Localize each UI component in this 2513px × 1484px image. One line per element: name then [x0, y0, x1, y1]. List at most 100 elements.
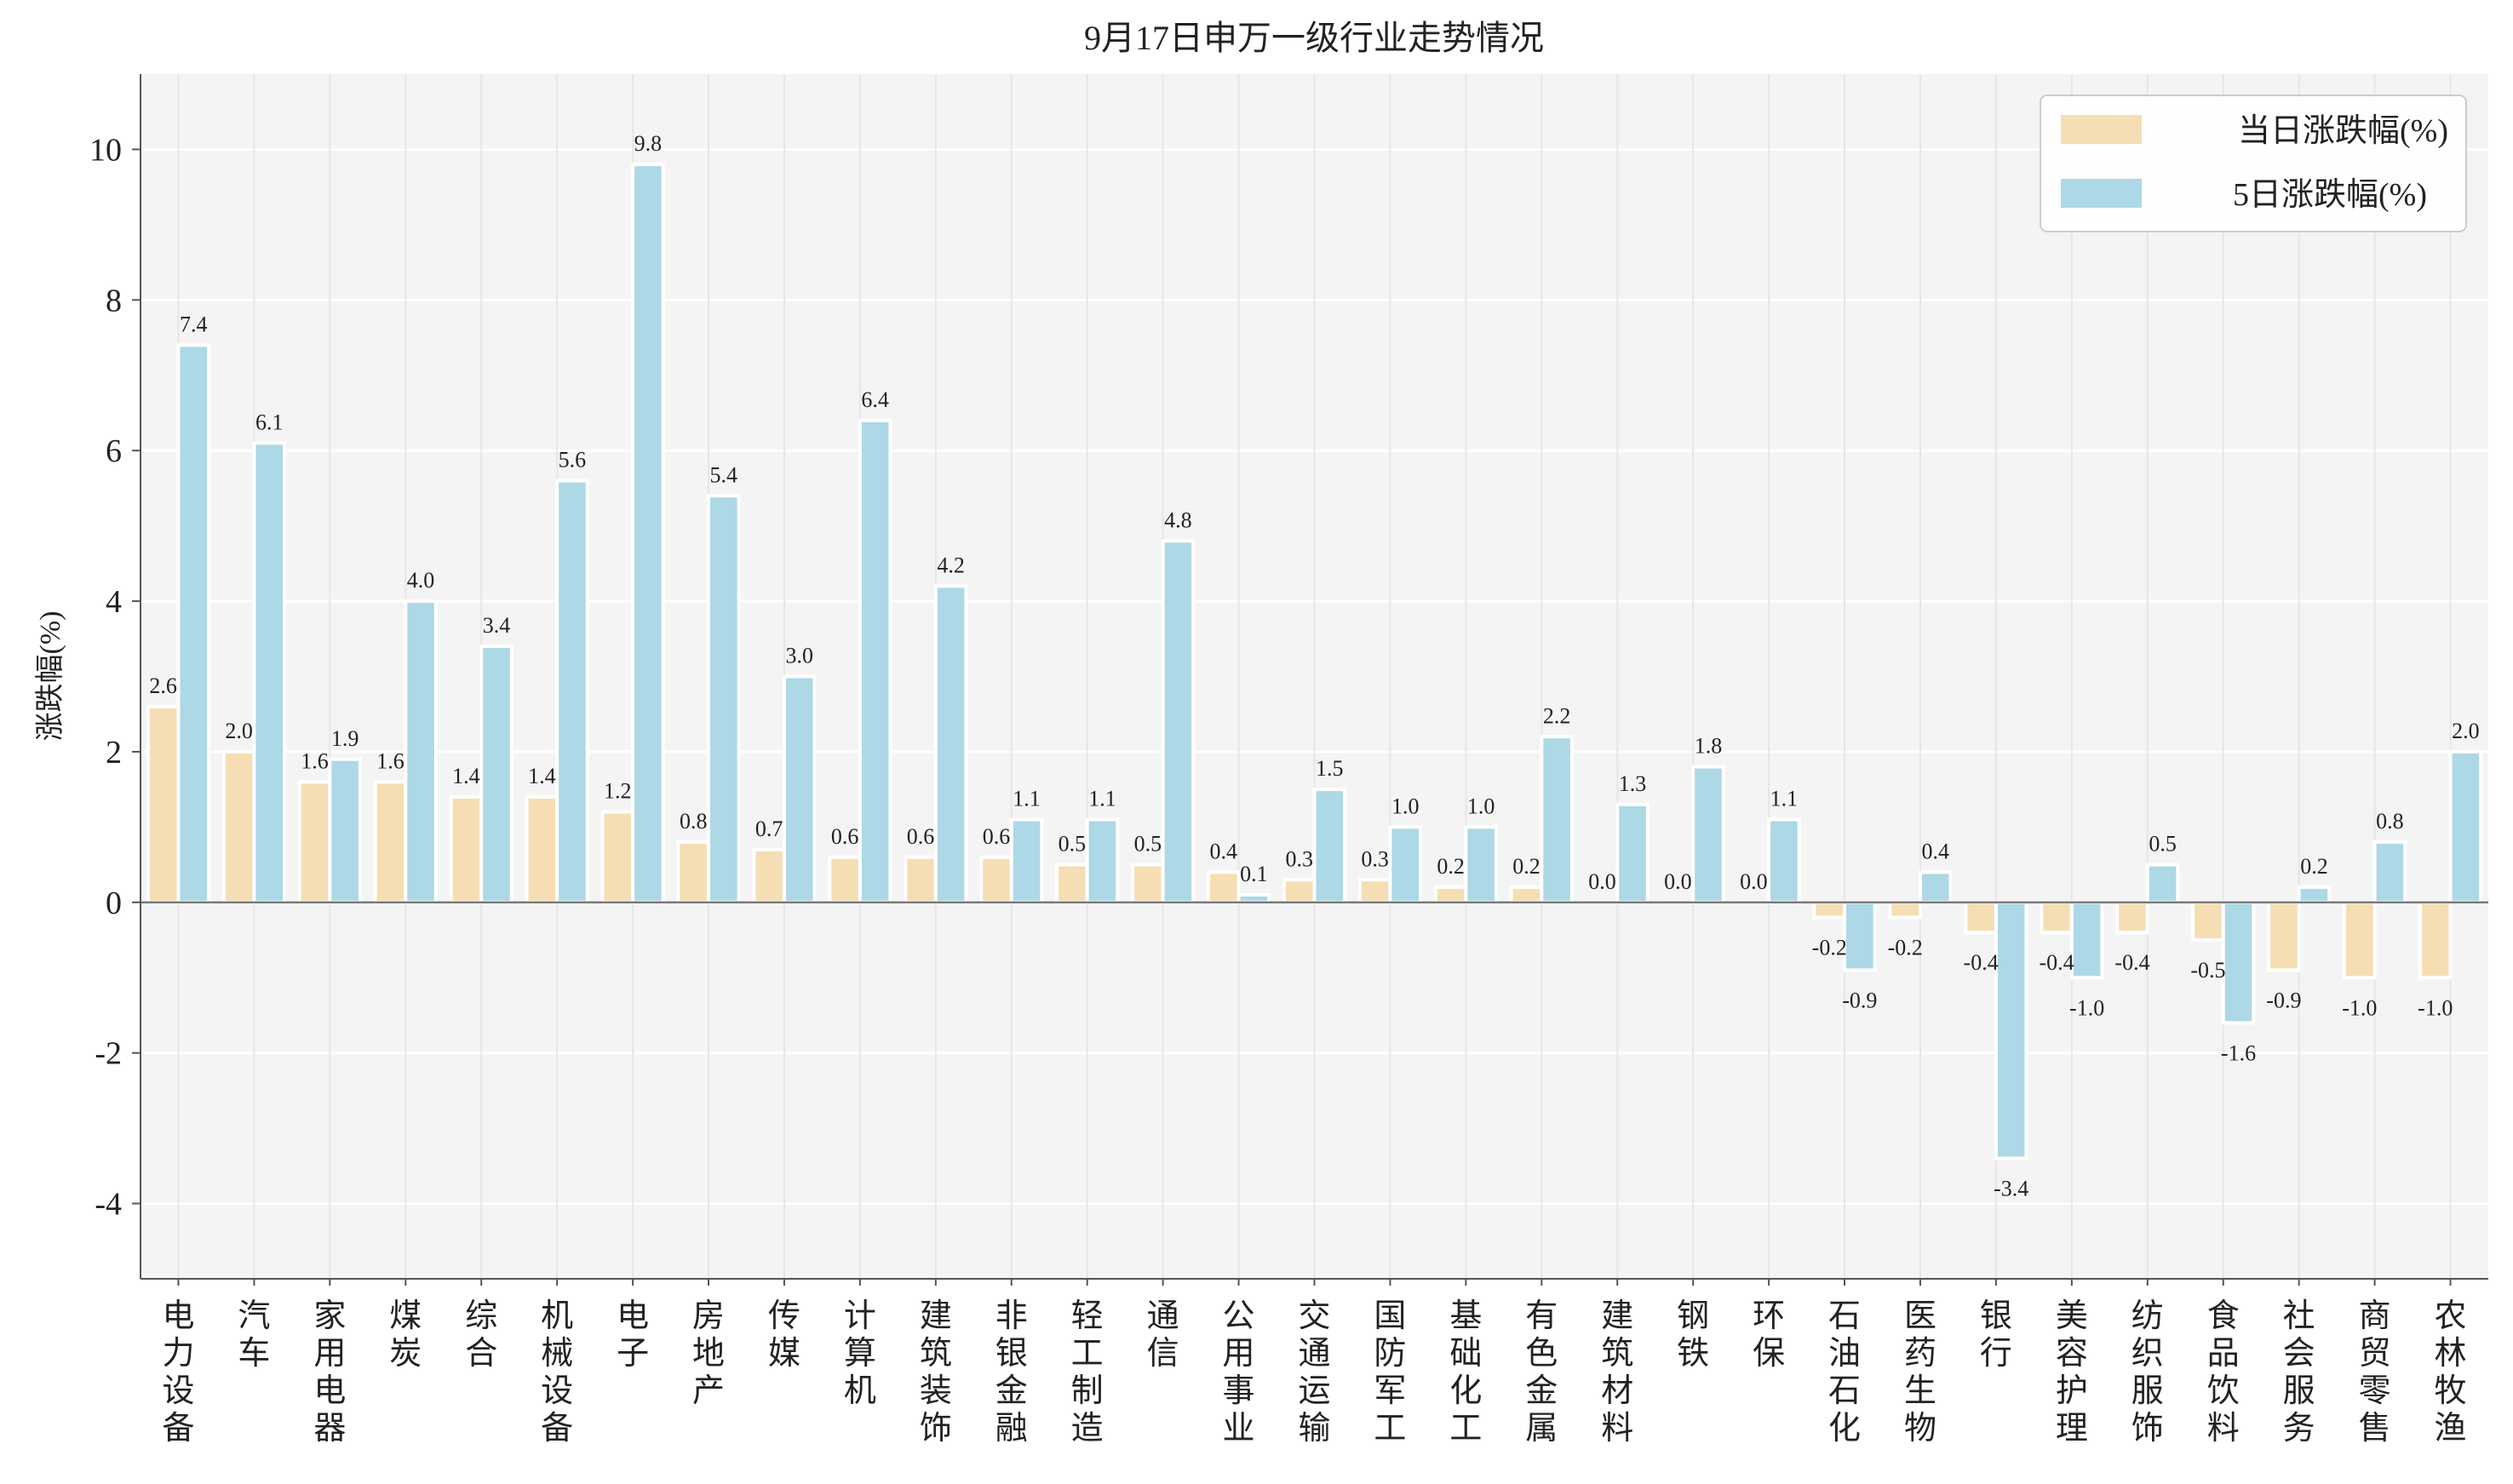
x-tick-label: 械: [541, 1336, 573, 1372]
x-tick-label: 钢: [1677, 1298, 1709, 1334]
x-tick-label: 电: [617, 1298, 649, 1334]
data-label-day: 2.6: [149, 673, 177, 698]
bar-5day: [1236, 892, 1271, 904]
x-tick-label: 筑: [1601, 1336, 1633, 1372]
bar-5day: [1464, 825, 1498, 904]
x-tick-label: 行: [1980, 1336, 2012, 1372]
data-label-day: 0.5: [1134, 832, 1162, 857]
data-label-day: -0.5: [2190, 958, 2225, 983]
data-label-5day: 0.4: [1922, 839, 1950, 863]
bar-5day: [328, 757, 362, 904]
bar-5day: [858, 418, 892, 904]
bar-5day: [1161, 539, 1196, 904]
bar-day: [904, 855, 938, 904]
x-tick-label: 织: [2131, 1336, 2164, 1372]
x-tick-label: 食: [2207, 1298, 2240, 1334]
x-tick-label: 石: [1828, 1298, 1861, 1334]
bar-5day: [1540, 735, 1574, 904]
bar-day: [449, 795, 484, 904]
x-tick-label: 非: [995, 1298, 1028, 1334]
data-label-5day: 3.4: [483, 613, 511, 638]
x-tick-label: 算: [844, 1336, 876, 1372]
data-label-5day: 4.2: [937, 553, 965, 577]
x-tick-label: 医: [1904, 1298, 1936, 1334]
bar-day: [221, 749, 256, 904]
x-tick-label: 属: [1525, 1411, 1558, 1447]
x-tick-label: 石: [1828, 1373, 1861, 1409]
x-tick-label: 容: [2056, 1336, 2088, 1372]
x-tick-label: 零: [2359, 1373, 2391, 1409]
x-tick-label: 牧: [2435, 1373, 2467, 1409]
x-tick-label: 用: [313, 1336, 346, 1372]
x-tick-label: 设: [541, 1373, 573, 1409]
bar-5day: [1767, 817, 1801, 904]
x-tick-label: 渔: [2435, 1411, 2467, 1447]
x-tick-label: 品: [2207, 1336, 2240, 1372]
x-tick-label: 公: [1223, 1298, 1255, 1334]
legend-label-day: 当日涨跌幅(%): [2238, 113, 2448, 149]
x-tick-label: 汽: [238, 1298, 270, 1334]
data-label-day: 0.7: [755, 816, 783, 841]
data-label-day: -1.0: [2418, 995, 2453, 1020]
x-tick-label: 房: [692, 1298, 725, 1334]
x-tick-label: 媒: [768, 1336, 800, 1372]
data-label-5day: 6.4: [861, 387, 889, 412]
chart-title: 9月17日申万一级行业走势情况: [1084, 19, 1544, 57]
x-tick-label: 家: [313, 1298, 346, 1334]
bar-day: [1282, 878, 1317, 904]
x-tick-label: 生: [1904, 1373, 1936, 1409]
data-label-day: 1.4: [528, 764, 556, 788]
x-tick-label: 料: [1601, 1411, 1633, 1447]
y-tick-label: 4: [106, 584, 122, 620]
data-label-day: 0.0: [1740, 869, 1768, 894]
data-label-day: -0.4: [2039, 950, 2074, 975]
x-tick-label: 纺: [2131, 1298, 2164, 1334]
bar-day: [1964, 900, 1998, 935]
bar-5day: [707, 494, 741, 904]
data-label-day: 1.6: [376, 748, 404, 773]
x-tick-label: 器: [313, 1411, 346, 1447]
data-label-day: 0.3: [1361, 846, 1389, 871]
bar-day: [1433, 885, 1468, 904]
x-tick-label: 造: [1071, 1411, 1104, 1447]
data-label-day: 0.3: [1285, 846, 1313, 871]
y-ticks: -4 -2 0 2 4 6 8 10: [89, 132, 141, 1223]
legend-swatch-day: [2061, 115, 2142, 144]
bar-day: [600, 810, 635, 904]
bar-day: [146, 704, 181, 904]
bar-5day: [252, 441, 286, 904]
legend-label-5day: 5日涨跌幅(%): [2233, 177, 2427, 213]
x-tick-label: 业: [1223, 1411, 1255, 1447]
y-tick-label: 8: [106, 283, 122, 318]
x-tick-label: 筑: [920, 1336, 952, 1372]
x-tick-label: 传: [768, 1298, 800, 1334]
x-tick-label: 物: [1904, 1411, 1936, 1447]
x-tick-label: 贸: [2359, 1336, 2391, 1372]
bar-day: [2191, 900, 2225, 943]
bar-day: [2418, 900, 2453, 980]
data-label-5day: 4.8: [1164, 507, 1192, 532]
x-tick-label: 电: [162, 1298, 194, 1334]
data-label-5day: 1.9: [331, 726, 359, 751]
data-label-day: 0.2: [1512, 854, 1541, 879]
x-tick-label: 综: [465, 1298, 497, 1334]
x-tick-label: 通: [1147, 1298, 1179, 1334]
x-tick-label: 饰: [2131, 1411, 2164, 1447]
y-tick-label: 2: [106, 735, 122, 771]
data-label-day: -1.0: [2342, 995, 2377, 1020]
bar-5day: [933, 584, 968, 904]
x-tick-label: 车: [238, 1336, 270, 1372]
x-tick-label: 融: [995, 1411, 1028, 1447]
x-tick-label: 银: [995, 1336, 1028, 1372]
bar-day: [676, 840, 711, 904]
data-label-day: -0.4: [1964, 950, 1999, 975]
bar-day: [2040, 900, 2074, 935]
data-label-day: 0.8: [680, 809, 708, 834]
x-tick-label: 化: [1828, 1411, 1861, 1447]
data-label-5day: 1.3: [1619, 771, 1647, 796]
x-tick-label: 务: [2283, 1411, 2315, 1447]
data-label-5day: 2.2: [1543, 703, 1571, 728]
data-label-5day: 0.2: [2300, 854, 2328, 879]
x-tick-label: 基: [1449, 1298, 1482, 1334]
x-tick-label: 机: [844, 1373, 876, 1409]
